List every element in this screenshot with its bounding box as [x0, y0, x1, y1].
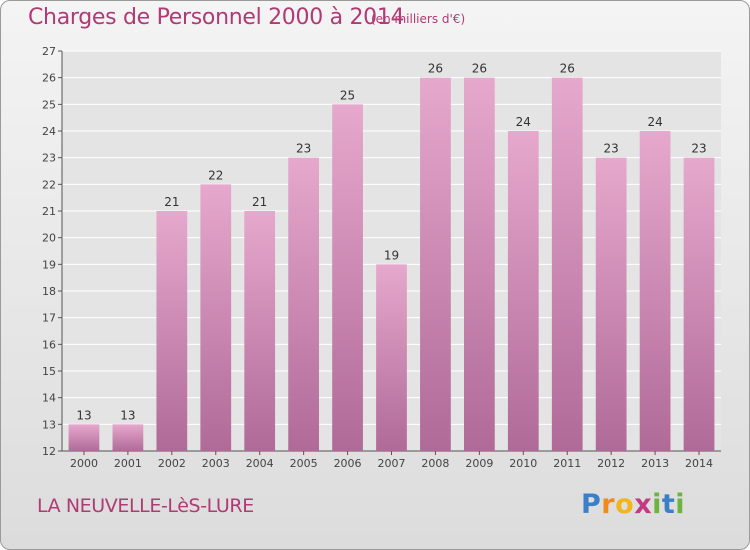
- data-label: 21: [252, 195, 267, 209]
- x-tick-label: 2011: [553, 457, 581, 470]
- y-tick-label: 12: [42, 445, 56, 458]
- x-tick-label: 2010: [509, 457, 537, 470]
- y-tick-label: 19: [42, 258, 56, 271]
- y-tick-label: 18: [42, 285, 56, 298]
- logo-letter: o: [615, 489, 635, 520]
- data-label: 21: [164, 195, 179, 209]
- logo-letter: i: [652, 489, 662, 520]
- x-tick-label: 2007: [378, 457, 406, 470]
- data-label: 13: [76, 408, 91, 422]
- bar: [200, 184, 232, 452]
- y-tick-label: 20: [42, 232, 56, 245]
- x-tick-label: 2009: [465, 457, 493, 470]
- bar: [332, 104, 363, 451]
- data-label: 19: [384, 248, 399, 262]
- x-tick-label: 2013: [641, 457, 669, 470]
- data-label: 23: [296, 142, 311, 156]
- data-label: 13: [120, 408, 135, 422]
- data-label: 23: [691, 142, 706, 156]
- y-tick-label: 17: [42, 312, 56, 325]
- x-tick-label: 2002: [158, 457, 186, 470]
- logo-letter: r: [601, 489, 616, 520]
- y-tick-label: 21: [42, 205, 56, 218]
- y-tick-label: 13: [42, 418, 56, 431]
- bar: [551, 77, 583, 452]
- chart-title: Charges de Personnel 2000 à 2014: [28, 5, 405, 30]
- bar: [507, 131, 539, 451]
- x-tick-label: 2001: [114, 457, 142, 470]
- y-tick-label: 25: [42, 98, 56, 111]
- bar: [112, 424, 144, 451]
- data-label: 26: [472, 62, 487, 76]
- bar: [156, 211, 188, 451]
- bar: [376, 264, 407, 451]
- bar: [244, 211, 276, 451]
- logo-letter: x: [634, 489, 653, 520]
- y-tick-label: 14: [42, 392, 56, 405]
- y-tick-label: 15: [42, 365, 56, 378]
- bar: [463, 77, 495, 452]
- x-tick-label: 2000: [70, 457, 98, 470]
- bar: [288, 157, 320, 451]
- x-tick-label: 2006: [334, 457, 362, 470]
- y-tick-label: 22: [42, 178, 56, 191]
- data-label: 24: [516, 115, 531, 129]
- data-label: 26: [560, 62, 575, 76]
- x-tick-label: 2008: [421, 457, 449, 470]
- logo-letter: i: [675, 489, 686, 520]
- data-label: 26: [428, 62, 443, 76]
- data-label: 25: [340, 88, 355, 102]
- data-label: 23: [604, 142, 619, 156]
- x-tick-label: 2014: [685, 457, 713, 470]
- y-tick-label: 27: [42, 45, 56, 58]
- y-tick-label: 26: [42, 72, 56, 85]
- x-tick-label: 2003: [202, 457, 230, 470]
- x-tick-label: 2005: [290, 457, 318, 470]
- y-tick-label: 16: [42, 338, 56, 351]
- x-tick-label: 2004: [246, 457, 274, 470]
- proxiti-logo: Proxiti: [581, 489, 685, 520]
- y-tick-label: 24: [42, 125, 56, 138]
- data-label: 22: [208, 168, 223, 182]
- bar: [420, 77, 451, 452]
- y-tick-label: 23: [42, 152, 56, 165]
- data-label: 24: [647, 115, 662, 129]
- bar: [683, 157, 715, 451]
- logo-letter: t: [661, 489, 676, 520]
- bar: [639, 131, 671, 451]
- bar: [68, 424, 100, 451]
- x-tick-label: 2012: [597, 457, 625, 470]
- bar: [595, 157, 627, 451]
- chart-subtitle: (en milliers d'€): [371, 12, 466, 26]
- commune-name: LA NEUVELLE-LèS-LURE: [37, 495, 254, 517]
- logo-letter: P: [581, 489, 602, 520]
